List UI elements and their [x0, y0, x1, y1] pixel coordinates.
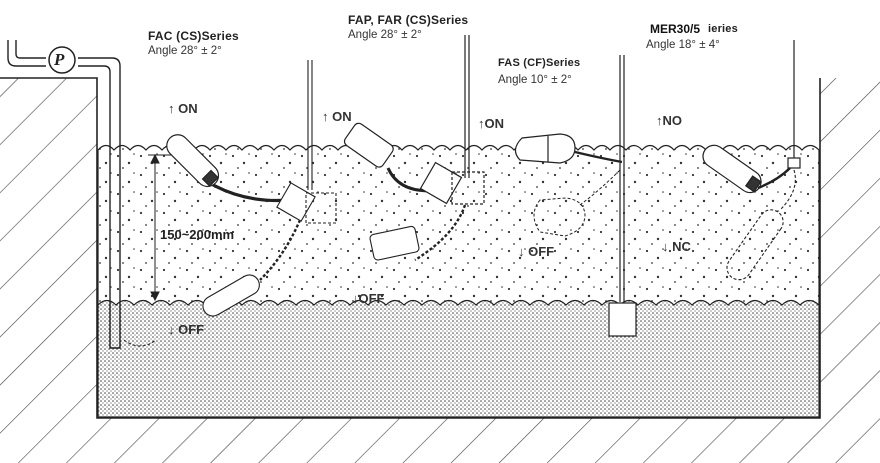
range-label: 150~200mm: [160, 227, 235, 242]
fap-float-off: [369, 204, 467, 262]
fap-on-label: ↑ ON: [322, 109, 352, 124]
fac-off-label: ↓ OFF: [168, 322, 205, 337]
mer-model-overlay: MER30/5: [648, 22, 703, 36]
fac-float-off: [202, 219, 302, 317]
ground-hatching: [0, 77, 880, 463]
fap-angle-label: Angle 28° ± 2°: [348, 29, 422, 41]
fap-off-label: ↓OFF: [352, 291, 385, 306]
pump-pipe: [7, 40, 121, 349]
fac-series-title: FAC (CS)Series: [148, 29, 239, 43]
mer-series-title: ieries: [708, 23, 738, 35]
fap-float-on: [343, 35, 485, 205]
fac-on-label: ↑ ON: [168, 101, 198, 116]
mer-off-label: ↓ NC: [662, 239, 691, 254]
fap-series-title: FAP, FAR (CS)Series: [348, 13, 469, 27]
fac-anchor-weight: [276, 60, 337, 224]
mer-float-off: [726, 169, 796, 281]
mer-float-on: [702, 40, 801, 194]
pipe-bottom-float: [123, 339, 157, 347]
fas-series-title: FAS (CF)Series: [498, 57, 581, 69]
mer-angle-label: Angle 18° ± 4°: [646, 39, 720, 51]
fas-float-off: [533, 169, 621, 237]
fas-float-on: [514, 55, 637, 337]
sediment-layer: [97, 299, 820, 418]
mer-on-label: ↑NO: [656, 113, 682, 128]
fas-off-label: ↓ OFF: [518, 244, 555, 259]
fas-on-label: ↑ON: [478, 116, 504, 131]
pump-symbol: P: [54, 50, 65, 69]
fac-angle-label: Angle 28° ± 2°: [148, 45, 222, 57]
fas-angle-label: Angle 10° ± 2°: [498, 74, 572, 86]
pump-icon: [48, 46, 76, 74]
